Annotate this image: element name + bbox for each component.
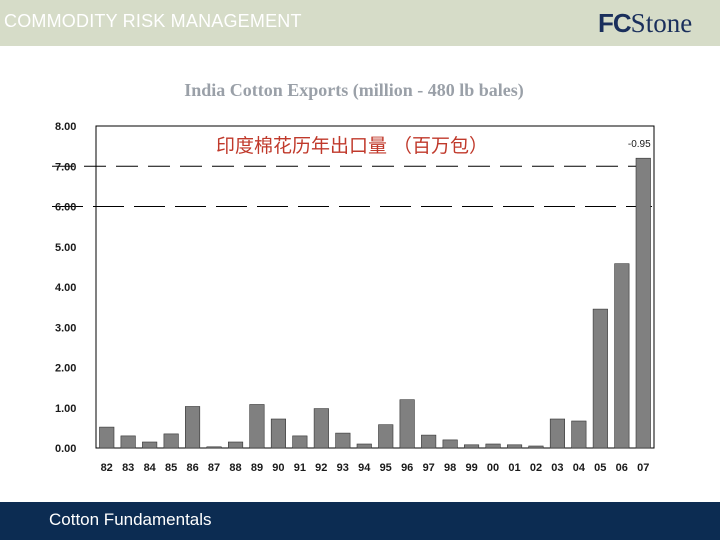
header-title: COMMODITY RISK MANAGEMENT — [4, 11, 302, 31]
x-tick-label: 97 — [423, 462, 435, 474]
bar-84 — [142, 441, 158, 449]
bar-03 — [549, 418, 566, 449]
x-tick-label: 91 — [294, 462, 306, 474]
x-tick-label: 94 — [358, 462, 371, 474]
bar-96 — [399, 399, 415, 449]
x-tick-label: 02 — [530, 462, 542, 474]
bar-02 — [528, 445, 544, 449]
x-tick-label: 83 — [122, 462, 134, 474]
y-tick-label: 1.00 — [55, 403, 76, 415]
bar-99 — [463, 444, 480, 449]
x-tick-label: 82 — [101, 462, 113, 474]
x-tick-label: 03 — [551, 462, 563, 474]
footer-text: Cotton Fundamentals — [49, 510, 212, 529]
x-tick-label: 92 — [315, 462, 327, 474]
x-tick-label: 89 — [251, 462, 263, 474]
bar-88 — [228, 441, 244, 449]
logo-fc: FC — [598, 8, 632, 38]
x-tick-label: 96 — [401, 462, 413, 474]
x-tick-label: 90 — [272, 462, 284, 474]
y-tick-label: 8.00 — [55, 121, 76, 133]
bar-90 — [270, 418, 287, 449]
bar-82 — [99, 426, 115, 449]
x-tick-label: 07 — [637, 462, 649, 474]
x-tick-label: 01 — [508, 462, 520, 474]
bar-86 — [185, 406, 201, 449]
bar-07 — [635, 157, 651, 449]
chart-subtitle: 印度棉花历年出口量 （百万包） — [216, 135, 488, 157]
bar-98 — [442, 439, 458, 449]
footer-band: Cotton Fundamentals — [0, 502, 720, 540]
y-tick-label: 6.00 — [55, 202, 76, 214]
bar-91 — [292, 435, 308, 449]
y-tick-label: 5.00 — [55, 242, 76, 254]
x-tick-label: 87 — [208, 462, 220, 474]
x-tick-label: 88 — [229, 462, 241, 474]
data-label-07: -0.95 — [628, 139, 651, 150]
y-tick-label: 3.00 — [55, 322, 76, 334]
bar-92 — [313, 408, 329, 449]
header-band: COMMODITY RISK MANAGEMENT FCStone — [0, 0, 720, 46]
x-tick-label: 98 — [444, 462, 456, 474]
x-tick-label: 93 — [337, 462, 349, 474]
y-tick-label: 0.00 — [55, 443, 76, 455]
x-tick-label: 00 — [487, 462, 499, 474]
x-tick-label: 04 — [573, 462, 586, 474]
bar-85 — [163, 433, 179, 449]
bar-04 — [571, 420, 587, 449]
fcstone-logo: FCStone — [598, 8, 692, 38]
bar-00 — [485, 443, 501, 449]
plot-area — [95, 125, 655, 449]
x-tick-label: 84 — [144, 462, 157, 474]
bar-95 — [378, 424, 394, 449]
bar-97 — [421, 434, 437, 449]
y-tick-label: 2.00 — [55, 363, 76, 375]
y-tick-label: 4.00 — [55, 282, 76, 294]
x-tick-label: 06 — [616, 462, 628, 474]
bar-93 — [335, 432, 351, 449]
logo-stone: Stone — [630, 8, 693, 38]
x-tick-label: 05 — [594, 462, 606, 474]
bar-87 — [206, 446, 222, 449]
bar-89 — [249, 404, 265, 449]
bar-94 — [356, 443, 372, 449]
y-tick-label: 7.00 — [55, 161, 76, 173]
bar-chart: 0.00 1.00 2.00 3.00 4.00 5.00 6.00 7.00 8.00 82 83… — [52, 121, 655, 474]
chart-title: India Cotton Exports (million - 480 lb b… — [184, 80, 524, 100]
x-tick-label: 95 — [380, 462, 392, 474]
bar-05 — [592, 308, 608, 449]
x-tick-label: 99 — [465, 462, 477, 474]
x-tick-label: 86 — [186, 462, 198, 474]
bar-01 — [506, 444, 523, 449]
bar-83 — [120, 435, 136, 449]
bar-06 — [614, 263, 630, 449]
x-tick-label: 85 — [165, 462, 177, 474]
